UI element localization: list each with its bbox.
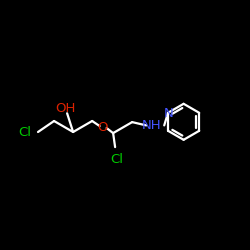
Text: N: N <box>164 107 174 120</box>
Text: Cl: Cl <box>110 152 124 166</box>
Text: NH: NH <box>142 119 161 132</box>
Text: O: O <box>98 120 108 134</box>
Text: Cl: Cl <box>18 126 32 138</box>
Text: OH: OH <box>55 102 75 115</box>
